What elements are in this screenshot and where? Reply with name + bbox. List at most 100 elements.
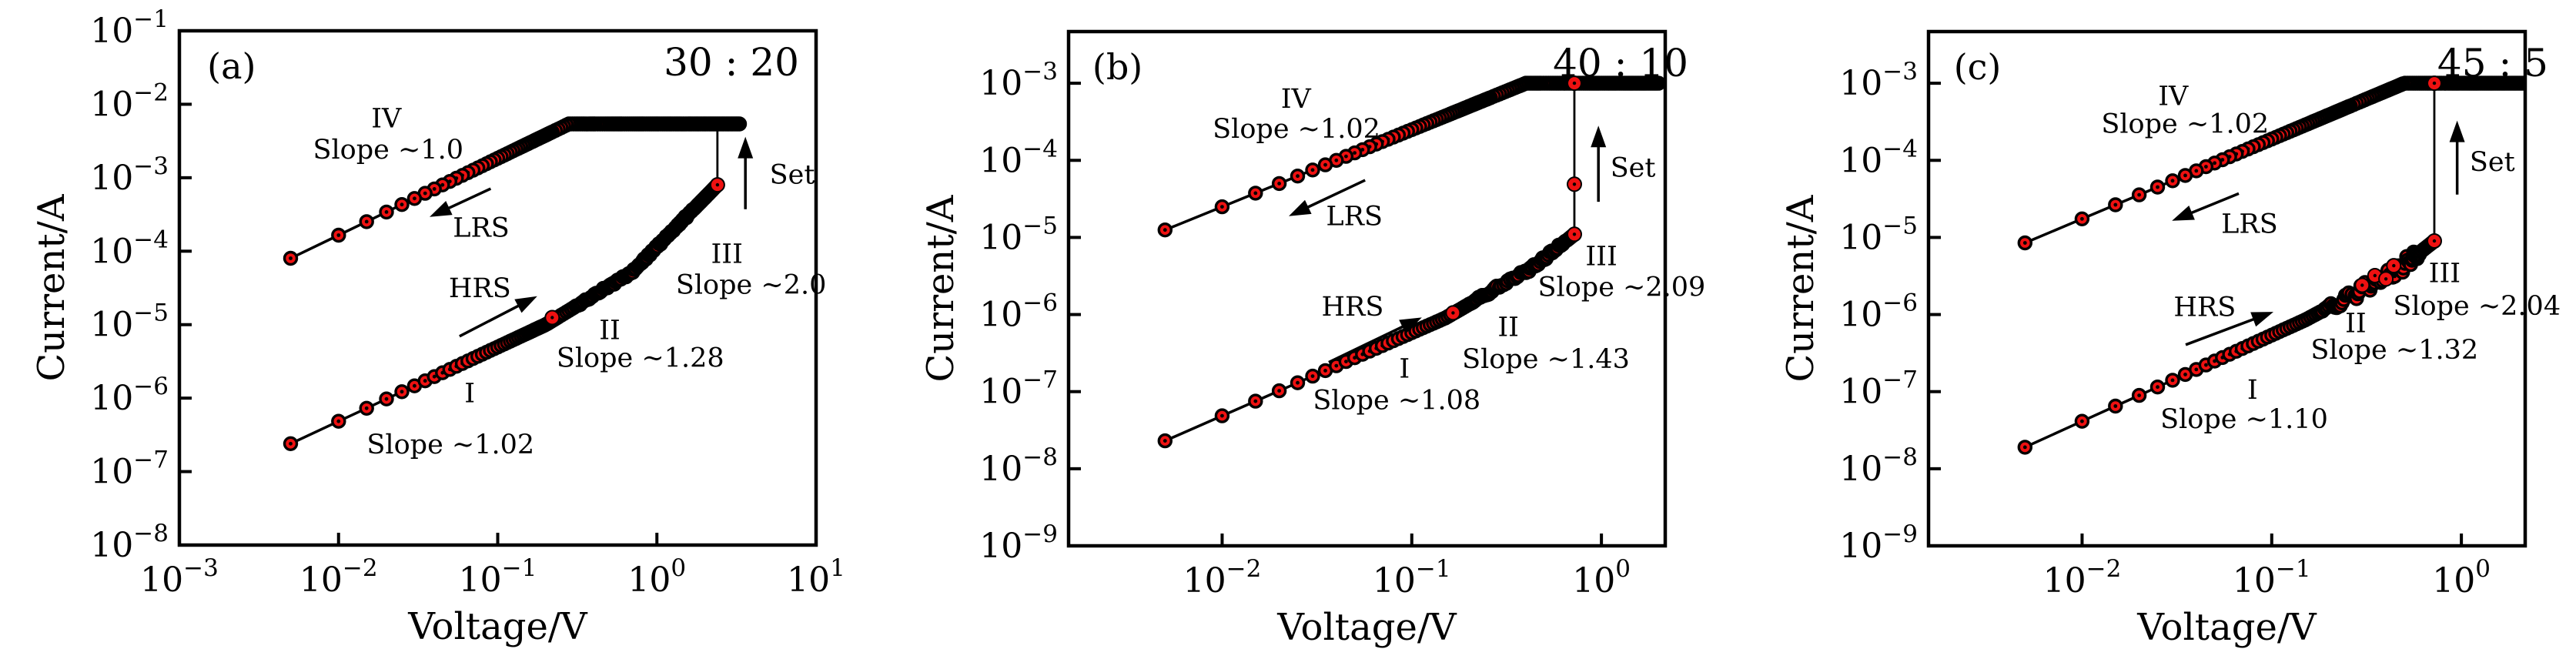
y-tick-label: 10−7 (979, 366, 1058, 412)
x-tick-label: 10−1 (1373, 555, 1451, 600)
lrs-marker-center-dot (1353, 151, 1357, 156)
lrs-marker-center-dot (2213, 161, 2216, 166)
panel-c-figure: 10−2 10−1 100 10−3 10−4 10−5 10−6 10−7 10−8 10−9 V… (1717, 0, 2576, 659)
lrs-marker-center-dot (2080, 216, 2084, 221)
y-axis-label: Current/A (919, 194, 962, 382)
annotation-ii: II (1497, 313, 1519, 343)
annotation-slope-2-04: Slope ∼2.04 (2393, 291, 2561, 322)
hrs-marker-center-dot (336, 419, 341, 423)
annotation-slope-1-28: Slope ∼1.28 (557, 343, 724, 373)
hrs-arrow-head (1399, 317, 1422, 334)
annotation-iv: IV (371, 104, 402, 135)
annotation-slope-1-02: Slope ∼1.02 (2101, 109, 2269, 140)
lrs-marker-center-dot (1296, 174, 1300, 179)
y-tick-label: 10−5 (1839, 212, 1918, 257)
x-axis-label: Voltage/V (407, 605, 588, 648)
annotation-hrs: HRS (2173, 293, 2236, 323)
highlight-marker-center-dot (2373, 273, 2377, 278)
annotation-iv: IV (1281, 84, 1312, 115)
lrs-marker-center-dot (432, 187, 437, 191)
annotation-lrs: LRS (1326, 201, 1383, 232)
set-arrow-head (2449, 120, 2465, 142)
annotation-slope-1-08: Slope ∼1.08 (1313, 385, 1480, 416)
hrs-arrow-head (514, 296, 537, 313)
y-tick-label: 10−8 (979, 443, 1058, 489)
annotation-iii: III (711, 239, 742, 269)
hrs-marker-center-dot (1253, 399, 1258, 403)
lrs-marker-center-dot (364, 219, 369, 224)
hrs-marker-center-dot (1296, 380, 1300, 385)
annotation-set: Set (2470, 147, 2515, 178)
lrs-curve (1164, 82, 1660, 232)
x-tick-label: 10−3 (140, 554, 219, 600)
y-tick-label: 10−4 (979, 135, 1058, 180)
annotation-i: I (2247, 375, 2258, 406)
x-axis-label: Voltage/V (1276, 606, 1457, 649)
panel-label: (b) (1092, 46, 1142, 88)
hrs-marker-center-dot (2183, 373, 2187, 376)
lrs-marker-center-dot (1163, 228, 1167, 232)
hrs-marker-center-dot (2113, 404, 2118, 408)
hrs-marker-center-dot (1310, 374, 1315, 378)
lrs-marker-center-dot (1277, 182, 1281, 186)
lrs-arrow-shaft (1304, 179, 1366, 210)
hrs-marker-center-dot (364, 406, 369, 410)
panel-label: (a) (207, 45, 256, 87)
lrs-marker-center-dot (2183, 173, 2187, 178)
lrs-marker-center-dot (336, 233, 341, 237)
annotation-lrs: LRS (2221, 209, 2278, 239)
hrs-marker-center-dot (1323, 369, 1327, 373)
lrs-marker-center-dot (2113, 202, 2118, 207)
y-tick-label: 10−3 (90, 152, 169, 198)
lrs-arrow-head (1289, 199, 1312, 216)
hrs-arrow-shaft (2185, 316, 2258, 346)
ratio-label: 40 : 10 (1553, 41, 1688, 85)
lrs-arrow-shaft (445, 187, 492, 211)
hrs-marker-center-dot (2137, 393, 2141, 397)
lrs-marker-center-dot (2137, 192, 2141, 197)
y-tick-label: 10−7 (1839, 366, 1918, 412)
annotation-set: Set (770, 160, 815, 191)
set-arrow-head (1591, 125, 1607, 148)
hrs-marker-center-dot (2204, 363, 2208, 367)
hrs-marker-center-dot (2022, 445, 2027, 450)
hrs-marker-center-dot (413, 383, 417, 388)
lrs-marker-center-dot (1323, 162, 1327, 167)
x-axis-label: Voltage/V (2136, 606, 2317, 649)
y-tick-label: 10−6 (90, 373, 169, 418)
y-tick-label: 10−6 (979, 289, 1058, 335)
x-tick-label: 10−2 (1183, 555, 1262, 600)
y-tick-label: 10−6 (1839, 289, 1918, 335)
x-tick-label: 101 (787, 554, 845, 600)
annotation-slope-1-43: Slope ∼1.43 (1462, 344, 1630, 375)
highlight-marker-center-dot (550, 316, 554, 319)
hrs-marker-center-dot (1334, 363, 1339, 368)
hrs-marker-center-dot (289, 441, 293, 446)
hrs-marker-center-dot (423, 379, 427, 383)
x-tick-label: 10−1 (459, 554, 537, 600)
lrs-marker-center-dot (413, 196, 417, 201)
annotation-hrs: HRS (449, 273, 511, 304)
lrs-marker-center-dot (2194, 169, 2199, 173)
set-arrow-head (738, 136, 754, 159)
y-tick-label: 10−8 (1839, 443, 1918, 489)
ratio-label: 45 : 5 (2437, 41, 2548, 85)
y-tick-label: 10−4 (90, 226, 169, 271)
hrs-marker-center-dot (2080, 419, 2084, 423)
highlight-marker-center-dot (2432, 239, 2437, 243)
annotation-slope-2-09: Slope ∼2.09 (1538, 273, 1706, 303)
highlight-marker-center-dot (1572, 182, 1577, 186)
data-layer (1157, 75, 1665, 449)
annotation-i: I (1399, 354, 1410, 385)
annotation-slope-1-02: Slope ∼1.02 (366, 430, 534, 460)
annotation-slope-1-02: Slope ∼1.02 (1213, 114, 1380, 145)
highlight-marker-center-dot (2384, 277, 2388, 281)
data-layer (283, 116, 748, 451)
x-tick-label: 10−2 (299, 554, 378, 600)
lrs-marker-center-dot (2170, 179, 2175, 183)
x-tick-label: 10−1 (2233, 555, 2311, 600)
hrs-marker-center-dot (1344, 360, 1348, 363)
annotation-ii: II (2345, 308, 2367, 339)
panel-label: (c) (1954, 46, 2002, 88)
